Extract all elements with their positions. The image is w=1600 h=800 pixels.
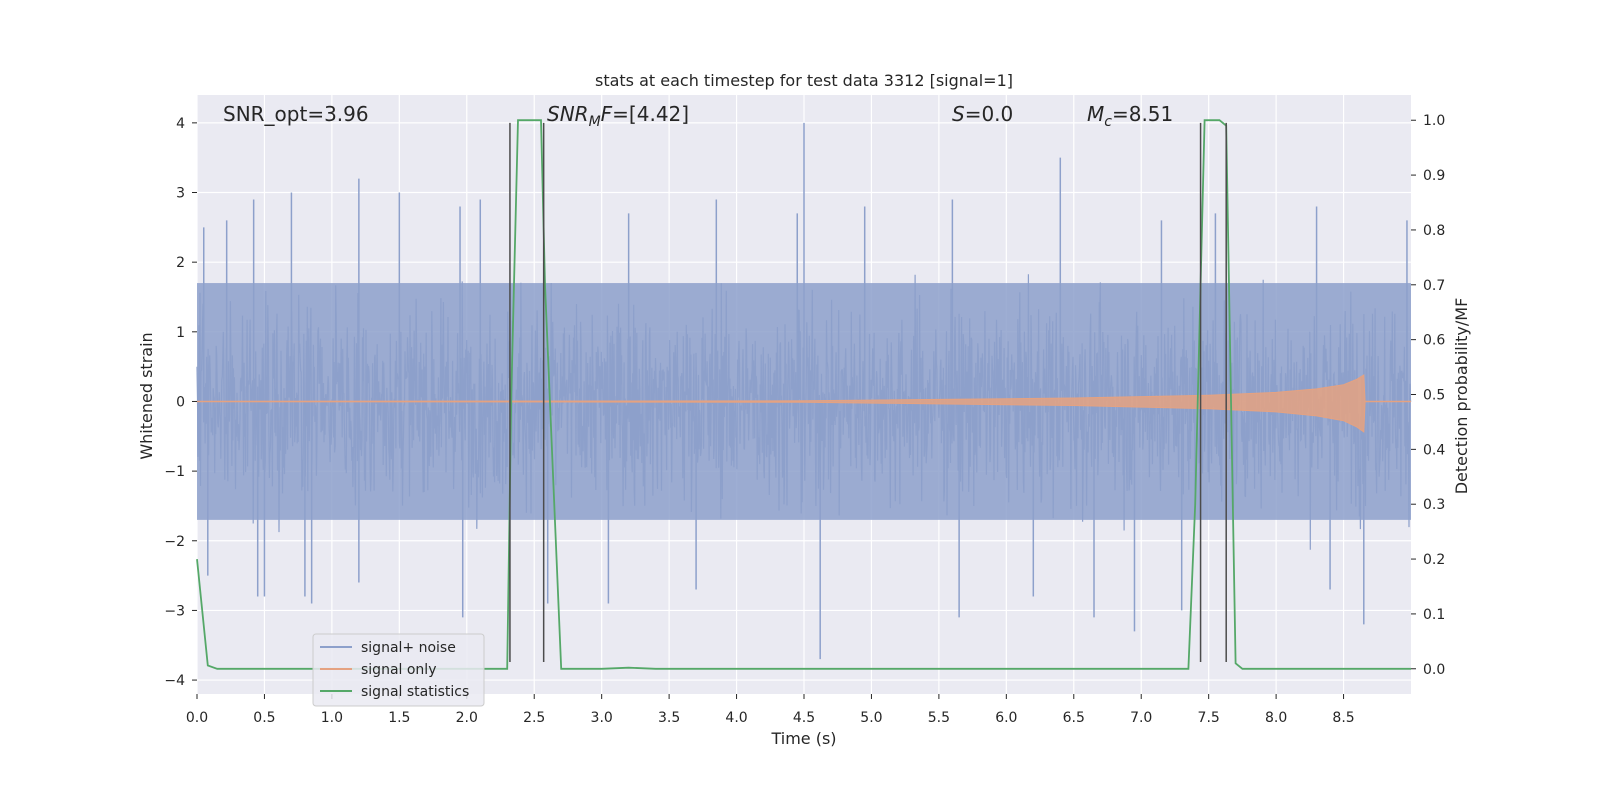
y-right-tick-label: 0.2 [1423, 552, 1445, 568]
annotation-snr-mf-main: SNR [547, 102, 589, 126]
y-left-tick-label: 2 [176, 255, 185, 271]
x-tick-label: 0.5 [253, 710, 275, 726]
x-tick-label: 1.5 [388, 710, 410, 726]
x-tick-label: 3.0 [591, 710, 613, 726]
y-right-tick-label: 1.0 [1423, 113, 1445, 129]
x-tick-label: 4.0 [725, 710, 747, 726]
x-tick-label: 5.5 [928, 710, 950, 726]
x-tick-label: 5.0 [860, 710, 882, 726]
annotation-mc-main: M [1087, 102, 1104, 126]
y-left-axis-ticks: 4 3 2 1 0 −1 −2 −3 −4 [164, 116, 197, 689]
y-left-tick-label: 1 [176, 325, 185, 341]
legend: signal+ noise signal only signal statist… [312, 633, 485, 707]
x-tick-label: 2.5 [523, 710, 545, 726]
x-tick-label: 4.5 [793, 710, 815, 726]
y-left-tick-label: −1 [164, 464, 185, 480]
legend-label-signal-noise: signal+ noise [361, 640, 456, 656]
x-tick-label: 7.0 [1130, 710, 1152, 726]
y-right-tick-label: 0.5 [1423, 388, 1445, 404]
y-left-tick-label: −4 [164, 673, 185, 689]
y-left-tick-label: 3 [176, 186, 185, 202]
annotation-snr-opt: SNR_opt=3.96 [223, 102, 369, 126]
y-right-axis-label: Detection probability/MF [1452, 298, 1471, 495]
x-tick-label: 7.5 [1198, 710, 1220, 726]
annotation-mc: Mc=8.51 [1087, 102, 1173, 130]
y-left-tick-label: 4 [176, 116, 185, 132]
annotation-mc-value: =8.51 [1112, 102, 1173, 126]
y-right-tick-label: 0.6 [1423, 333, 1445, 349]
chart-title: stats at each timestep for test data 331… [595, 71, 1013, 90]
x-tick-label: 6.0 [995, 710, 1017, 726]
legend-box [312, 633, 485, 707]
annotation-snr-mf: SNRMF=[4.42] [547, 102, 689, 130]
y-right-tick-label: 0.8 [1423, 223, 1445, 239]
x-axis-ticks: 0.0 0.5 1.0 1.5 2.0 2.5 3.0 3.5 4.0 4.5 5.0 5.5 6.0 6… [186, 694, 1355, 726]
annotation-snr-mf-tail: F [601, 102, 613, 126]
legend-label-signal-only: signal only [361, 662, 436, 678]
signal-envelope [196, 374, 1411, 433]
x-tick-label: 8.5 [1332, 710, 1354, 726]
y-left-tick-label: −2 [164, 534, 185, 550]
annotation-s-main: S [952, 102, 965, 126]
legend-label-signal-statistics: signal statistics [361, 684, 469, 700]
y-right-axis-ticks: 1.0 0.9 0.8 0.7 0.6 0.5 0.4 0.3 0.2 0.1 0.0 [1411, 113, 1445, 678]
annotation-snr-mf-sub: M [589, 114, 601, 130]
y-right-tick-label: 0.3 [1423, 497, 1445, 513]
annotation-snr-mf-value: =[4.42] [612, 102, 689, 126]
x-tick-label: 3.5 [658, 710, 680, 726]
x-tick-label: 6.5 [1063, 710, 1085, 726]
y-left-axis-label: Whitened strain [137, 332, 156, 459]
x-tick-label: 1.0 [321, 710, 343, 726]
y-right-tick-label: 0.7 [1423, 278, 1445, 294]
x-tick-label: 8.0 [1265, 710, 1287, 726]
x-tick-label: 2.0 [456, 710, 478, 726]
annotation-mc-sub: c [1104, 114, 1112, 130]
y-right-tick-label: 0.0 [1423, 662, 1445, 678]
x-axis-label: Time (s) [770, 729, 836, 748]
y-left-tick-label: −3 [164, 603, 185, 619]
y-left-tick-label: 0 [176, 394, 185, 410]
x-tick-label: 0.0 [186, 710, 208, 726]
y-right-tick-label: 0.1 [1423, 607, 1445, 623]
annotation-s: S=0.0 [952, 102, 1013, 126]
y-right-tick-label: 0.4 [1423, 442, 1445, 458]
series-signal-only [196, 374, 1411, 433]
y-right-tick-label: 0.9 [1423, 168, 1445, 184]
annotation-s-value: =0.0 [965, 102, 1014, 126]
vertical-markers [509, 122, 1227, 662]
